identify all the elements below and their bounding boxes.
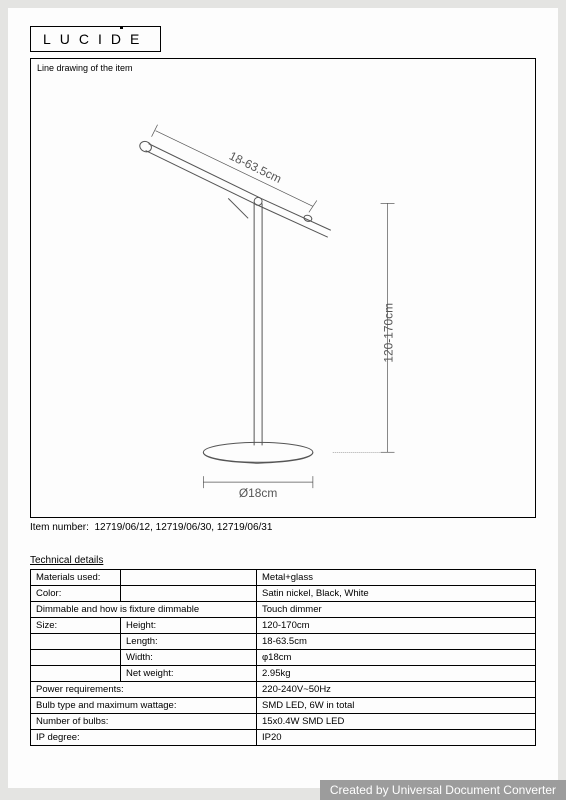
table-cell-value: Satin nickel, Black, White <box>257 586 536 602</box>
table-row: Length:18-63.5cm <box>31 634 536 650</box>
table-cell-label <box>31 666 121 682</box>
table-cell-sublabel: Length: <box>121 634 257 650</box>
page: LUCIDE Line drawing of the item <box>8 8 558 788</box>
table-cell-value: 220-240V~50Hz <box>257 682 536 698</box>
table-row: Power requirements:220-240V~50Hz <box>31 682 536 698</box>
converter-watermark: Created by Universal Document Converter <box>320 780 566 800</box>
technical-details-table: Materials used: Metal+glass Color: Satin ni… <box>30 569 536 746</box>
table-row: Dimmable and how is fixture dimmableTouc… <box>31 602 536 618</box>
table-cell-value: SMD LED, 6W in total <box>257 698 536 714</box>
logo-dot-icon <box>120 26 123 29</box>
table-cell-label: IP degree: <box>31 730 257 746</box>
arm-dim-label: 18-63.5cm <box>227 149 284 186</box>
table-cell-label: Number of bulbs: <box>31 714 257 730</box>
table-cell-sublabel <box>121 586 257 602</box>
height-dim-label: 120-170cm <box>382 303 396 363</box>
table-row: Color: Satin nickel, Black, White <box>31 586 536 602</box>
table-cell-label <box>31 650 121 666</box>
table-row: Size:Height:120-170cm <box>31 618 536 634</box>
table-cell-label: Dimmable and how is fixture dimmable <box>31 602 257 618</box>
table-cell-label: Materials used: <box>31 570 121 586</box>
table-row: Materials used: Metal+glass <box>31 570 536 586</box>
technical-details-title: Technical details <box>30 555 536 566</box>
base-dim-label: Ø18cm <box>239 486 278 500</box>
table-cell-value: 15x0.4W SMD LED <box>257 714 536 730</box>
table-cell-sublabel: Net weight: <box>121 666 257 682</box>
table-row: Width:φ18cm <box>31 650 536 666</box>
table-row: IP degree:IP20 <box>31 730 536 746</box>
table-row: Bulb type and maximum wattage:SMD LED, 6… <box>31 698 536 714</box>
table-cell-value: Touch dimmer <box>257 602 536 618</box>
table-cell-value: 18-63.5cm <box>257 634 536 650</box>
table-cell-value: 120-170cm <box>257 618 536 634</box>
item-number-value: 12719/06/12, 12719/06/30, 12719/06/31 <box>94 522 272 533</box>
table-cell-sublabel: Height: <box>121 618 257 634</box>
line-drawing-box: Line drawing of the item <box>30 58 536 518</box>
lamp-drawing-icon: 18-63.5cm 120-170cm Ø18cm <box>31 59 535 517</box>
table-cell-label <box>31 634 121 650</box>
table-cell-value: Metal+glass <box>257 570 536 586</box>
table-cell-label: Color: <box>31 586 121 602</box>
table-cell-label: Size: <box>31 618 121 634</box>
table-cell-sublabel <box>121 570 257 586</box>
table-row: Number of bulbs:15x0.4W SMD LED <box>31 714 536 730</box>
table-cell-label: Power requirements: <box>31 682 257 698</box>
table-cell-sublabel: Width: <box>121 650 257 666</box>
item-number-label: Item number: <box>30 522 89 533</box>
item-number-line: Item number: 12719/06/12, 12719/06/30, 1… <box>30 522 536 533</box>
table-cell-value: φ18cm <box>257 650 536 666</box>
logo-text: LUCIDE <box>43 31 148 47</box>
table-cell-value: 2.95kg <box>257 666 536 682</box>
table-row: Net weight:2.95kg <box>31 666 536 682</box>
table-cell-value: IP20 <box>257 730 536 746</box>
brand-logo: LUCIDE <box>30 26 161 52</box>
table-cell-label: Bulb type and maximum wattage: <box>31 698 257 714</box>
